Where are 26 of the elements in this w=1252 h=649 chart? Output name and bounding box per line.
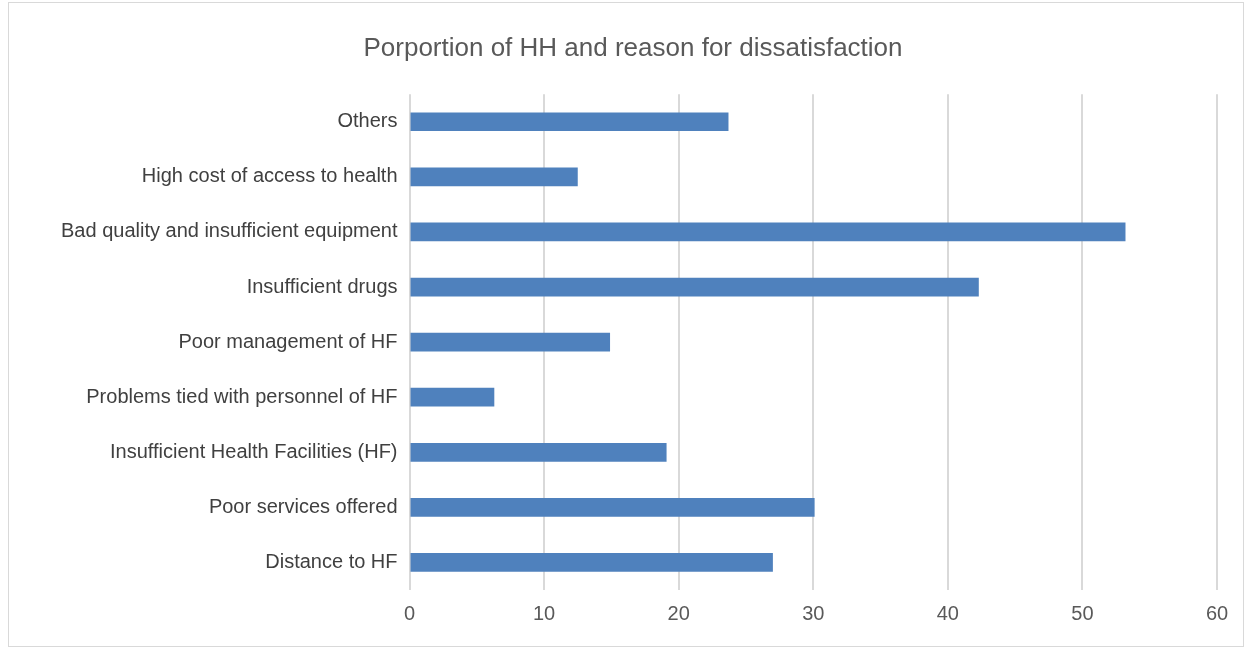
y-tick-label: Distance to HF bbox=[265, 549, 398, 572]
y-tick-label: Problems tied with personnel of HF bbox=[86, 384, 398, 407]
bar bbox=[410, 387, 495, 407]
y-tick-label: Insufficient drugs bbox=[246, 274, 398, 297]
y-tick-label: Insufficient Health Facilities (HF) bbox=[110, 439, 398, 462]
x-tick-label: 30 bbox=[802, 601, 825, 624]
bar bbox=[410, 332, 611, 352]
bar bbox=[410, 167, 578, 187]
chart-title: Porportion of HH and reason for dissatisfaction bbox=[363, 31, 903, 62]
bar bbox=[410, 222, 1126, 242]
bar bbox=[410, 442, 667, 462]
x-tick-label: 10 bbox=[532, 601, 556, 624]
bar bbox=[410, 277, 979, 297]
x-tick-label: 20 bbox=[667, 601, 690, 624]
x-tick-label: 50 bbox=[1071, 601, 1094, 624]
bar bbox=[410, 553, 773, 572]
x-tick-label: 60 bbox=[1205, 601, 1229, 624]
y-tick-label: Poor management of HF bbox=[178, 329, 398, 352]
y-tick-label: Bad quality and insufficient equipment bbox=[60, 219, 398, 242]
bar bbox=[410, 498, 815, 517]
bar bbox=[410, 112, 729, 132]
y-tick-label: Poor services offered bbox=[208, 494, 398, 517]
x-tick-label: 40 bbox=[936, 601, 959, 624]
x-tick-label: 0 bbox=[403, 601, 416, 624]
y-tick-label: High cost of access to health bbox=[141, 164, 398, 187]
y-tick-label: Others bbox=[337, 109, 398, 132]
